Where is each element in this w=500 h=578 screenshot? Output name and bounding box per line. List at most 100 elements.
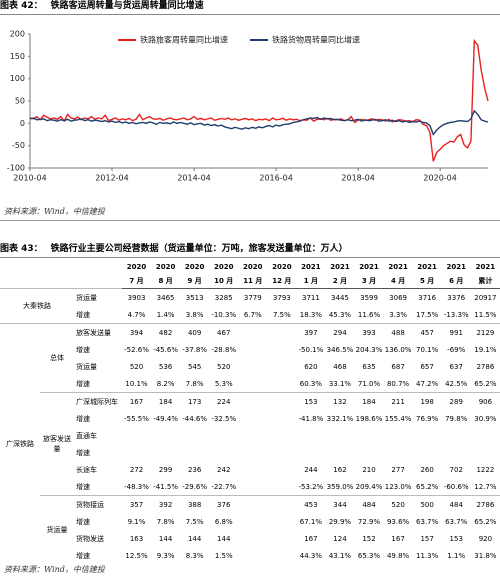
y-tick-label: 200: [10, 30, 25, 39]
header-year: 2021: [446, 263, 466, 271]
table-cell: -41.8%: [298, 414, 324, 423]
table-cell: [238, 427, 267, 444]
table-cell: [267, 427, 296, 444]
table-cell: 173: [180, 392, 210, 410]
table-row: 大秦铁路 货运量 3903 3465 3513 3285 3779 3793 3711 3445 3…: [0, 288, 500, 324]
table-cell: 198: [412, 392, 442, 410]
table-cell: -45.6%: [153, 345, 178, 354]
table-cell: 702: [449, 465, 463, 474]
table-row: 旅客发送量 广深城际列车 167 184 173 224 153 132 184 211 198 28…: [0, 392, 500, 496]
table-cell: 3779: [238, 288, 268, 306]
table-cell: 242: [217, 465, 231, 474]
table-cell: 397: [296, 323, 326, 341]
table-cell: 2129: [470, 323, 500, 341]
table-cell: 2786: [470, 495, 500, 513]
table-cell: 65.2%: [474, 517, 497, 526]
table-cell: 45.3%: [328, 310, 352, 319]
table-cell: 457: [412, 323, 442, 341]
table-cell: 687: [391, 362, 405, 371]
table-cell: [238, 547, 267, 564]
table-cell: 11.5%: [474, 310, 497, 319]
table-cell: [267, 530, 296, 547]
row-label: 增速: [76, 379, 90, 388]
table-cell: [238, 495, 268, 513]
table-cell: 394: [122, 323, 152, 341]
header-year: 2020: [243, 263, 263, 271]
table-cell: 144: [158, 534, 173, 543]
row-label: 广深城际列车: [74, 392, 122, 410]
table-cell: 30.9%: [474, 414, 497, 423]
table-cell: 29.9%: [328, 517, 352, 526]
table-cell: [267, 323, 297, 341]
header-year: 2021: [330, 263, 350, 271]
table-cell: 520: [217, 362, 231, 371]
y-tick-label: 150: [10, 52, 25, 61]
table-cell: 1.5%: [214, 551, 233, 560]
table-cell: [442, 427, 471, 444]
table-cell: 12.7%: [474, 482, 497, 491]
table-cell: 184: [151, 392, 181, 410]
header-month: 3 月: [354, 274, 384, 289]
table-cell: 49.8%: [386, 551, 410, 560]
table-cell: [238, 444, 267, 461]
header-month: 累计: [470, 274, 500, 289]
table-cell: [413, 427, 442, 444]
table-cell: 3069: [383, 288, 413, 306]
table-cell: 359.0%: [326, 482, 354, 491]
table-cell: 3445: [325, 288, 355, 306]
table-cell: 388: [180, 495, 210, 513]
table-cell: 289: [441, 392, 471, 410]
table-cell: 42.5%: [445, 379, 468, 388]
legend-label: 铁路旅客周转量同比增速: [140, 35, 228, 45]
table-cell: 620: [304, 362, 318, 371]
table-cell: 277: [391, 465, 405, 474]
table-cell: 163: [129, 534, 144, 543]
table-cell: [180, 427, 209, 444]
row-label: 长途车: [76, 465, 97, 474]
table-cell: 6.7%: [243, 310, 262, 319]
table-cell: 3711: [296, 288, 326, 306]
divider: [0, 220, 500, 221]
table-cell: 1.4%: [156, 310, 175, 319]
header-year: 2021: [359, 263, 379, 271]
table-cell: -60.6%: [443, 482, 469, 491]
table-cell: 144: [187, 534, 202, 543]
table-cell: 167: [122, 392, 152, 410]
table-cell: [267, 375, 296, 393]
table-cell: [296, 427, 325, 444]
table-cell: 63.7%: [416, 517, 439, 526]
table-cell: 76.9%: [416, 414, 439, 423]
table-cell: 63.7%: [445, 517, 468, 526]
table-cell: 332.1%: [326, 414, 354, 423]
table-row: 广深铁路 总体 旅客发送量 394 482 409 467 397 294 393 488 457 99…: [0, 323, 500, 564]
table-cell: 4.7%: [127, 310, 146, 319]
table-cell: 10.1%: [125, 379, 148, 388]
line-series: [29, 38, 489, 162]
table-cell: 204.3%: [355, 345, 383, 354]
source: 资料来源：Wind，中信建投: [4, 207, 105, 216]
table-row: 直通车: [0, 427, 500, 444]
table-cell: 3903: [122, 288, 152, 306]
table-cell: 17.5%: [416, 310, 439, 319]
table-cell: 124: [333, 534, 347, 543]
row-label: 增速: [76, 448, 90, 457]
row-label: 增速: [76, 517, 90, 526]
header-month: 1 月: [296, 274, 326, 289]
table-cell: 60.3%: [299, 379, 323, 388]
legend-label: 铁路货物周转量同比增速: [272, 35, 360, 45]
header-year: 2021: [475, 263, 496, 271]
table-cell: 198.6%: [355, 414, 383, 423]
table-cell: -10.3%: [211, 310, 237, 319]
table-cell: 31.8%: [474, 551, 497, 560]
table-cell: 344: [325, 495, 355, 513]
table-cell: -32.5%: [211, 414, 237, 423]
table-cell: [355, 427, 384, 444]
y-tick-label: 100: [10, 74, 25, 83]
y-tick-label: -100: [7, 164, 25, 173]
table-cell: 346.5%: [326, 345, 354, 354]
table-cell: -29.6%: [182, 482, 208, 491]
table-cell: 1222: [476, 465, 495, 474]
header-year: 2020: [272, 263, 292, 271]
table-cell: [325, 427, 354, 444]
